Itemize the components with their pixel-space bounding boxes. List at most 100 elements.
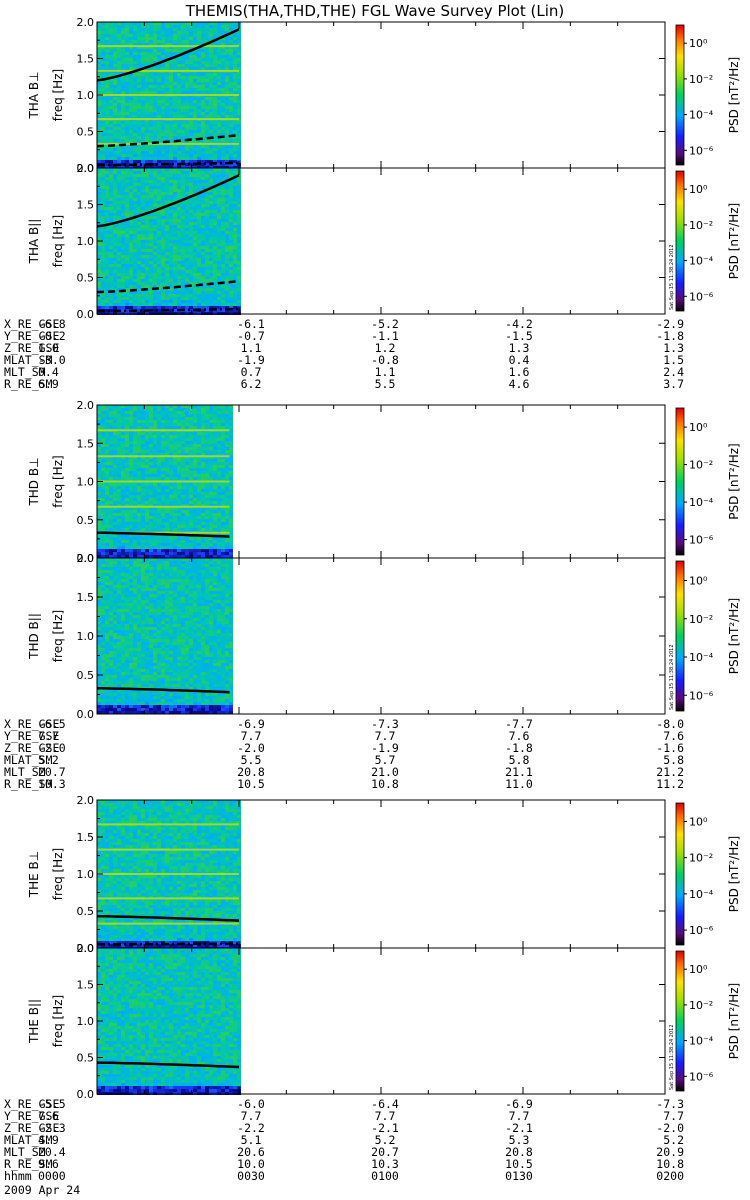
- spectrogram-cell: [129, 160, 133, 163]
- spectrogram-cell: [141, 462, 145, 465]
- spectrogram-cell: [109, 204, 113, 207]
- spectrogram-cell: [113, 432, 117, 435]
- spectrogram-cell: [137, 198, 141, 201]
- spectrogram-cell: [137, 243, 141, 246]
- spectrogram-cell: [209, 25, 213, 28]
- spectrogram-cell: [197, 37, 201, 40]
- spectrogram-cell: [129, 528, 133, 531]
- spectrogram-cell: [181, 25, 185, 28]
- spectrogram-cell: [125, 34, 129, 37]
- ephemeris-label: MLT_SM: [4, 365, 46, 379]
- spectrogram-cell: [97, 555, 101, 558]
- spectrogram-cell: [101, 171, 105, 174]
- spectrogram-cell: [225, 201, 229, 204]
- spectrogram-cell: [117, 300, 121, 303]
- spectrogram-cell: [145, 79, 149, 82]
- spectrogram-cell: [125, 300, 129, 303]
- spectrogram-cell: [113, 154, 117, 157]
- spectrogram-cell: [173, 459, 177, 462]
- spectrogram-cell: [205, 28, 209, 31]
- spectrogram-cell: [153, 285, 157, 288]
- spectrogram-cell: [141, 25, 145, 28]
- spectrogram-cell: [161, 58, 165, 61]
- spectrogram-cell: [121, 136, 125, 139]
- spectrogram-cell: [157, 243, 161, 246]
- spectrogram-cell: [125, 64, 129, 67]
- spectrogram-cell: [101, 477, 105, 480]
- spectrogram-cell: [145, 183, 149, 186]
- spectrogram-cell: [229, 303, 233, 306]
- spectrogram-cell: [173, 528, 177, 531]
- spectrogram-cell: [113, 213, 117, 216]
- spectrogram-cell: [109, 273, 113, 276]
- spectrogram-cell: [205, 109, 209, 112]
- spectrogram-cell: [137, 522, 141, 525]
- spectrogram-cell: [113, 91, 117, 94]
- spectrogram-cell: [125, 31, 129, 34]
- spectrogram-cell: [121, 201, 125, 204]
- spectrogram-cell: [177, 465, 181, 468]
- spectrogram-cell: [209, 67, 213, 70]
- spectrogram-cell: [121, 414, 125, 417]
- spectrogram-cell: [117, 64, 121, 67]
- spectrogram-cell: [165, 177, 169, 180]
- spectrogram-cell: [145, 477, 149, 480]
- spectrogram-cell: [157, 40, 161, 43]
- spectrogram-cell: [133, 441, 137, 444]
- spectrogram-cell: [141, 160, 145, 163]
- ephemeris-value: -1.5: [505, 329, 533, 343]
- spectrogram-cell: [145, 103, 149, 106]
- spectrogram-cell: [221, 168, 225, 171]
- spectrogram-cell: [121, 168, 125, 171]
- spectrogram-cell: [161, 49, 165, 52]
- spectrogram-cell: [105, 543, 109, 546]
- spectrogram-cell: [197, 423, 201, 426]
- spectrogram-cell: [101, 552, 105, 555]
- spectrogram-cell: [137, 474, 141, 477]
- spectrogram-cell: [173, 549, 177, 552]
- spectrogram-cell: [169, 309, 173, 312]
- spectrogram-cell: [221, 67, 225, 70]
- spectrogram-cell: [177, 282, 181, 285]
- spectrogram-cell: [173, 282, 177, 285]
- spectrogram-cell: [181, 103, 185, 106]
- spectrogram-cell: [185, 103, 189, 106]
- spectrogram-cell: [117, 411, 121, 414]
- spectrogram-cell: [209, 213, 213, 216]
- spectrogram-cell: [237, 207, 241, 210]
- spectrogram-cell: [237, 234, 241, 237]
- spectrogram-cell: [229, 37, 233, 40]
- spectrogram-cell: [153, 423, 157, 426]
- spectrogram-cell: [165, 474, 169, 477]
- spectrogram-cell: [237, 31, 241, 34]
- spectrogram-cell: [145, 121, 149, 124]
- spectrogram-cell: [221, 198, 225, 201]
- spectrogram-cell: [213, 112, 217, 115]
- spectrogram-cell: [117, 127, 121, 130]
- spectrogram-cell: [149, 270, 153, 273]
- spectrogram-cell: [185, 201, 189, 204]
- spectrogram-cell: [137, 28, 141, 31]
- ephemeris-table-tha: X_RE_GSE-6.8 -6.1 -5.2 -4.2 -2.9Y_RE_GSE-0.2…: [4, 317, 684, 391]
- spectrogram-cell: [193, 85, 197, 88]
- spectrogram-cell: [197, 139, 201, 142]
- spectrogram-cell: [113, 513, 117, 516]
- spectrogram-cell: [113, 441, 117, 444]
- spectrogram-cell: [185, 40, 189, 43]
- spectrogram-cell: [105, 549, 109, 552]
- spectrogram-cell: [181, 255, 185, 258]
- spectrogram-cell: [121, 276, 125, 279]
- spectrogram-cell: [225, 264, 229, 267]
- spectrogram-cell: [133, 549, 137, 552]
- spectrogram-cell: [233, 243, 237, 246]
- spectrogram-cell: [197, 145, 201, 148]
- spectrogram-cell: [181, 168, 185, 171]
- spectrogram-cell: [217, 177, 221, 180]
- spectrogram-cell: [205, 112, 209, 115]
- spectrogram-cell: [145, 282, 149, 285]
- spectrogram-cell: [181, 291, 185, 294]
- spectrogram-cell: [137, 216, 141, 219]
- spectrogram-cell: [129, 537, 133, 540]
- spectrogram-cell: [185, 486, 189, 489]
- spectrogram-cell: [169, 46, 173, 49]
